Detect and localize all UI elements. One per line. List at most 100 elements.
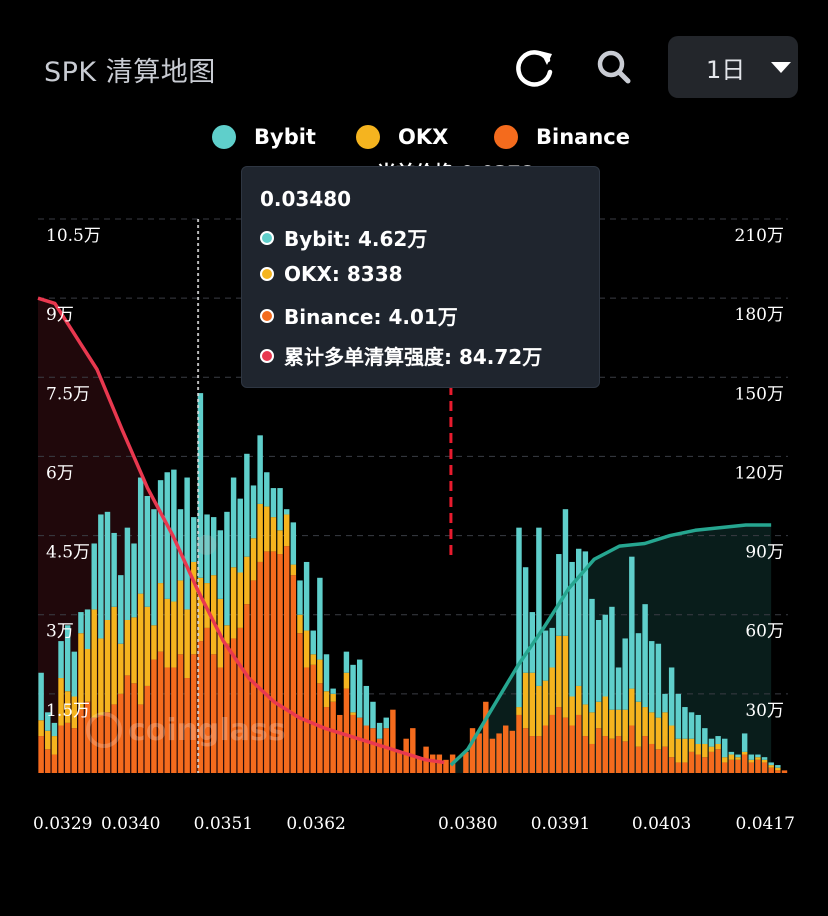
- bar-okx[interactable]: [277, 530, 283, 555]
- bar-binance[interactable]: [469, 728, 476, 773]
- long-cumulative-line[interactable]: [37, 296, 445, 765]
- refresh-button[interactable]: [510, 42, 560, 92]
- bar-binance[interactable]: [483, 701, 489, 773]
- bar-okx[interactable]: [104, 619, 111, 713]
- bar-bybit[interactable]: [84, 609, 91, 650]
- bar-binance[interactable]: [290, 575, 297, 773]
- bar-okx[interactable]: [151, 625, 157, 660]
- bar-okx[interactable]: [715, 743, 721, 750]
- bar-okx[interactable]: [98, 638, 104, 715]
- bar-binance[interactable]: [204, 627, 210, 773]
- bar-bybit[interactable]: [516, 527, 522, 708]
- bar-okx[interactable]: [549, 667, 555, 715]
- bar-bybit[interactable]: [217, 530, 224, 599]
- bar-binance[interactable]: [768, 767, 774, 773]
- bar-okx[interactable]: [317, 659, 323, 684]
- bar-binance[interactable]: [735, 759, 741, 773]
- bar-bybit[interactable]: [343, 651, 350, 673]
- bar-bybit[interactable]: [609, 606, 615, 710]
- bar-binance[interactable]: [463, 751, 469, 773]
- bar-binance[interactable]: [755, 759, 761, 773]
- bar-binance[interactable]: [350, 714, 356, 773]
- bar-binance[interactable]: [91, 717, 97, 773]
- bar-bybit[interactable]: [755, 754, 761, 758]
- bar-bybit[interactable]: [708, 738, 715, 747]
- bar-bybit[interactable]: [615, 667, 622, 710]
- bar-bybit[interactable]: [728, 751, 735, 755]
- bar-binance[interactable]: [649, 743, 655, 773]
- bar-okx[interactable]: [244, 556, 250, 605]
- bar-bybit[interactable]: [144, 496, 151, 607]
- bar-okx[interactable]: [283, 514, 290, 547]
- bar-bybit[interactable]: [250, 485, 257, 539]
- bar-bybit[interactable]: [775, 765, 781, 768]
- bar-binance[interactable]: [728, 759, 735, 773]
- bar-binance[interactable]: [503, 725, 509, 773]
- bar-binance[interactable]: [131, 683, 137, 773]
- bar-bybit[interactable]: [91, 543, 97, 610]
- bar-bybit[interactable]: [210, 517, 217, 576]
- bar-binance[interactable]: [396, 751, 403, 773]
- bar-binance[interactable]: [317, 683, 323, 773]
- bar-okx[interactable]: [64, 691, 71, 723]
- bar-bybit[interactable]: [383, 717, 389, 729]
- bar-binance[interactable]: [642, 736, 648, 773]
- bar-bybit[interactable]: [283, 509, 290, 515]
- bar-okx[interactable]: [343, 672, 350, 689]
- bar-binance[interactable]: [310, 664, 316, 773]
- bar-okx[interactable]: [264, 506, 270, 552]
- bar-bybit[interactable]: [688, 712, 695, 739]
- bar-bybit[interactable]: [356, 659, 363, 718]
- bar-bybit[interactable]: [702, 728, 708, 744]
- bar-bybit[interactable]: [157, 480, 164, 584]
- bar-bybit[interactable]: [244, 453, 250, 557]
- bar-binance[interactable]: [781, 770, 788, 773]
- bar-binance[interactable]: [323, 707, 330, 773]
- bar-okx[interactable]: [662, 712, 668, 747]
- bar-bybit[interactable]: [184, 477, 190, 610]
- bar-okx[interactable]: [111, 606, 117, 705]
- bar-binance[interactable]: [443, 759, 449, 773]
- bar-bybit[interactable]: [536, 527, 542, 686]
- bar-binance[interactable]: [356, 717, 363, 773]
- bar-binance[interactable]: [655, 749, 662, 773]
- bar-binance[interactable]: [230, 638, 237, 773]
- bar-binance[interactable]: [84, 701, 91, 773]
- bar-binance[interactable]: [476, 733, 482, 773]
- bar-bybit[interactable]: [370, 701, 376, 729]
- bar-bybit[interactable]: [576, 548, 582, 686]
- bar-binance[interactable]: [237, 627, 243, 773]
- bar-binance[interactable]: [264, 551, 270, 773]
- bar-binance[interactable]: [151, 659, 157, 773]
- bar-bybit[interactable]: [622, 638, 628, 710]
- bar-binance[interactable]: [622, 741, 628, 773]
- bar-okx[interactable]: [755, 757, 761, 760]
- bar-binance[interactable]: [250, 580, 257, 773]
- bar-okx[interactable]: [722, 757, 728, 763]
- bar-okx[interactable]: [290, 564, 297, 576]
- bar-binance[interactable]: [137, 704, 144, 773]
- bar-bybit[interactable]: [290, 522, 297, 565]
- bar-okx[interactable]: [642, 707, 648, 737]
- bar-binance[interactable]: [277, 554, 283, 773]
- bar-okx[interactable]: [615, 709, 622, 737]
- bar-binance[interactable]: [184, 678, 190, 773]
- bar-binance[interactable]: [562, 717, 569, 773]
- bar-okx[interactable]: [224, 625, 230, 644]
- bar-binance[interactable]: [695, 754, 701, 773]
- bar-okx[interactable]: [184, 609, 190, 679]
- bar-binance[interactable]: [71, 728, 78, 773]
- bar-binance[interactable]: [489, 738, 496, 773]
- bar-binance[interactable]: [708, 751, 715, 773]
- bar-binance[interactable]: [615, 736, 622, 773]
- bar-binance[interactable]: [542, 725, 549, 773]
- bar-bybit[interactable]: [118, 575, 124, 644]
- bar-binance[interactable]: [429, 754, 436, 773]
- bar-binance[interactable]: [370, 728, 376, 773]
- bar-okx[interactable]: [323, 691, 330, 708]
- bar-bybit[interactable]: [642, 604, 648, 708]
- bar-okx[interactable]: [144, 606, 151, 686]
- bar-binance[interactable]: [343, 688, 350, 773]
- bar-okx[interactable]: [635, 701, 642, 747]
- bar-binance[interactable]: [104, 712, 111, 773]
